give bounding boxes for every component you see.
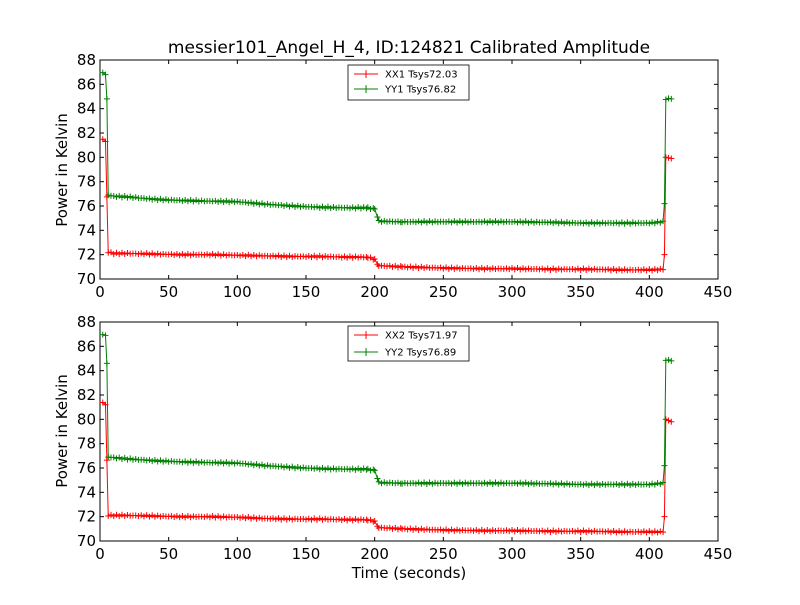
top-series-xx1 (99, 136, 675, 274)
bottom-series-markers (99, 399, 675, 536)
bottom-x-axis-label: Time (seconds) (351, 564, 467, 582)
top-legend-label-yy1: YY1 Tsys76.82 (384, 85, 456, 96)
bottom-y-tick-label: 84 (77, 362, 96, 380)
top-subplot: 0 50 100 150 200 250 300 350 400 450 70 72 74 76 78 80 8… (53, 51, 732, 301)
top-y-tick-label: 84 (77, 100, 96, 118)
top-legend-label-xx1: XX1 Tsys72.03 (385, 70, 458, 81)
top-y-tick-label: 80 (77, 148, 96, 166)
bottom-series-yy2 (99, 331, 675, 489)
top-series-yy1 (99, 69, 675, 227)
top-x-tick-label: 150 (292, 283, 321, 301)
bottom-x-tick-label: 400 (635, 545, 664, 563)
bottom-y-tick-label: 82 (77, 386, 96, 404)
bottom-x-tick-label: 50 (159, 545, 178, 563)
top-y-tick-label: 72 (77, 246, 96, 264)
bottom-legend-box (347, 325, 470, 362)
bottom-y-tick-label: 88 (77, 313, 96, 331)
top-x-tick-label: 350 (566, 283, 595, 301)
top-x-tick-label: 450 (704, 283, 733, 301)
bottom-y-tick-label: 80 (77, 410, 96, 428)
bottom-subplot: 0 50 100 150 200 250 300 350 400 450 70 72 74 76 78 80 8… (53, 313, 732, 582)
bottom-x-tick-label: 450 (704, 545, 733, 563)
top-legend: + XX1 Tsys72.03 + YY1 Tsys76.82 (347, 64, 470, 101)
bottom-y-tick-label: 76 (77, 459, 96, 477)
top-x-tick-label: 100 (223, 283, 252, 301)
bottom-series-xx2 (99, 399, 675, 536)
top-y-tick-label: 76 (77, 197, 96, 215)
top-x-tick-label: 50 (159, 283, 178, 301)
bottom-legend-swatch-yy2-marker: + (361, 345, 371, 359)
bottom-legend-swatch-xx2-marker: + (361, 328, 371, 342)
top-y-tick-label: 78 (77, 173, 96, 191)
bottom-y-tick-label: 86 (77, 337, 96, 355)
top-legend-swatch-xx1-marker: + (361, 67, 371, 81)
top-legend-box (347, 64, 470, 101)
bottom-legend-label-xx2: XX2 Tsys71.97 (385, 331, 458, 342)
bottom-y-tick-label: 72 (77, 508, 96, 526)
bottom-y-tick-label: 74 (77, 483, 96, 501)
bottom-x-tick-label: 100 (223, 545, 252, 563)
bottom-y-tick-label: 70 (77, 532, 96, 550)
bottom-x-tick-label: 250 (429, 545, 458, 563)
chart-title: messier101_Angel_H_4, ID:124821 Calibrat… (168, 38, 650, 58)
bottom-x-tick-label: 150 (292, 545, 321, 563)
bottom-legend: + XX2 Tsys71.97 + YY2 Tsys76.89 (347, 325, 470, 362)
top-y-axis-label: Power in Kelvin (53, 113, 71, 227)
top-y-tick-label: 82 (77, 124, 96, 142)
top-y-tick-label: 70 (77, 270, 96, 288)
bottom-x-tick-label: 300 (498, 545, 527, 563)
top-x-tick-label: 300 (498, 283, 527, 301)
bottom-x-tick-label: 200 (360, 545, 389, 563)
top-x-tick-label: 250 (429, 283, 458, 301)
top-series-markers (99, 136, 675, 274)
bottom-y-axis-label: Power in Kelvin (53, 374, 71, 488)
top-x-tick-label: 200 (360, 283, 389, 301)
top-y-tick-label: 74 (77, 221, 96, 239)
top-x-tick-label: 400 (635, 283, 664, 301)
top-y-tick-label: 86 (77, 75, 96, 93)
bottom-x-tick-label: 0 (95, 545, 105, 563)
bottom-x-tick-label: 350 (566, 545, 595, 563)
bottom-series-markers (99, 331, 675, 489)
bottom-legend-label-yy2: YY2 Tsys76.89 (384, 348, 456, 359)
top-legend-swatch-yy1-marker: + (361, 82, 371, 96)
top-y-tick-label: 88 (77, 51, 96, 69)
top-series-markers (99, 69, 675, 227)
top-x-tick-label: 0 (95, 283, 105, 301)
bottom-y-tick-label: 78 (77, 435, 96, 453)
